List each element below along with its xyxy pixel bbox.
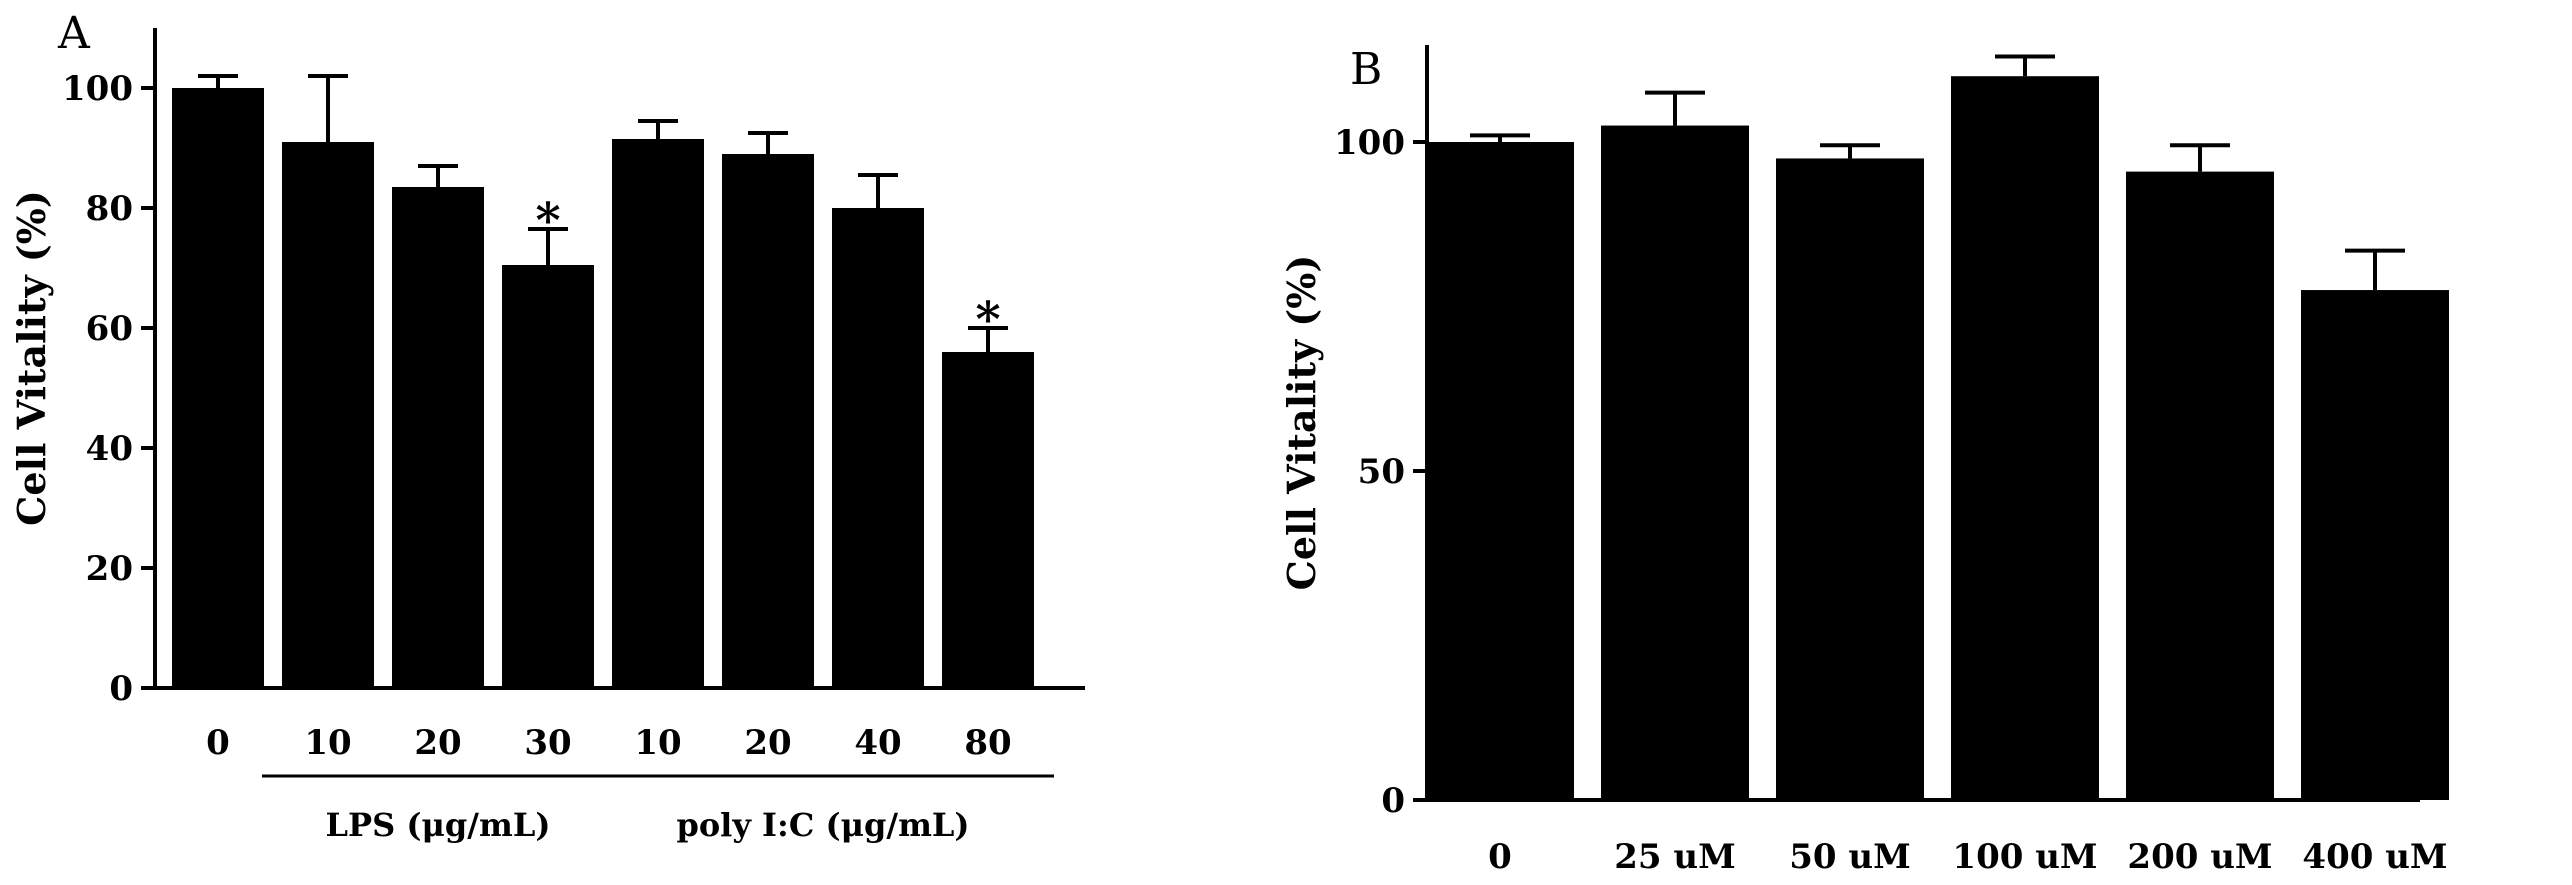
bar	[942, 352, 1034, 688]
bar	[2301, 290, 2449, 800]
bar	[1776, 158, 1924, 800]
bar	[1951, 76, 2099, 800]
x-tick-label: 10	[634, 723, 681, 763]
x-tick-label: 40	[854, 723, 901, 763]
bar	[2126, 171, 2274, 801]
y-tick-label: 100	[62, 69, 133, 109]
x-tick-label: 30	[524, 723, 571, 763]
bar	[282, 142, 374, 688]
y-tick-label: 50	[1358, 452, 1405, 492]
x-tick-label: 200 uM	[2127, 837, 2272, 877]
bar	[502, 265, 594, 688]
y-axis-label: Cell Vitality (%)	[1279, 255, 1324, 591]
bar	[1601, 125, 1749, 801]
significance-marker: *	[535, 193, 560, 249]
x-tick-label: 80	[964, 723, 1011, 763]
x-tick-label: 10	[304, 723, 351, 763]
x-tick-label: 20	[414, 723, 461, 763]
x-tick-label: 0	[206, 723, 230, 763]
y-tick-label: 0	[109, 669, 133, 709]
chart-panel-b: B 0 50 100 Cell Vitality (%) 0 25 uM 50 uM 100 u…	[1279, 44, 2449, 877]
panel-label: A	[57, 8, 91, 59]
bar	[612, 139, 704, 688]
bar	[172, 88, 264, 688]
group-label: LPS (μg/mL)	[326, 806, 551, 844]
y-tick-label: 60	[86, 309, 133, 349]
y-tick-label: 80	[86, 189, 133, 229]
y-tick-label: 0	[1381, 781, 1405, 821]
y-tick-label: 40	[86, 429, 133, 469]
x-tick-label: 0	[1488, 837, 1512, 877]
y-tick-label: 100	[1334, 123, 1405, 163]
x-tick-label: 50 uM	[1789, 837, 1911, 877]
x-tick-label: 20	[744, 723, 791, 763]
x-tick-label: 400 uM	[2302, 837, 2447, 877]
bar	[392, 187, 484, 688]
y-axis-label: Cell Vitality (%)	[9, 190, 54, 526]
x-tick-label: 100 uM	[1952, 837, 2097, 877]
x-tick-label: 25 uM	[1614, 837, 1736, 877]
bar	[1426, 142, 1574, 800]
y-tick-label: 20	[86, 549, 133, 589]
group-label: poly I:C (μg/mL)	[676, 806, 969, 844]
significance-marker: *	[975, 292, 1000, 348]
chart-panel-a: A 0 20 40 60 80 100 Cell Vitality (%) 0 10 20 * 30 10…	[9, 8, 1085, 844]
panel-label: B	[1350, 44, 1382, 95]
bar	[722, 154, 814, 688]
bar	[832, 208, 924, 688]
